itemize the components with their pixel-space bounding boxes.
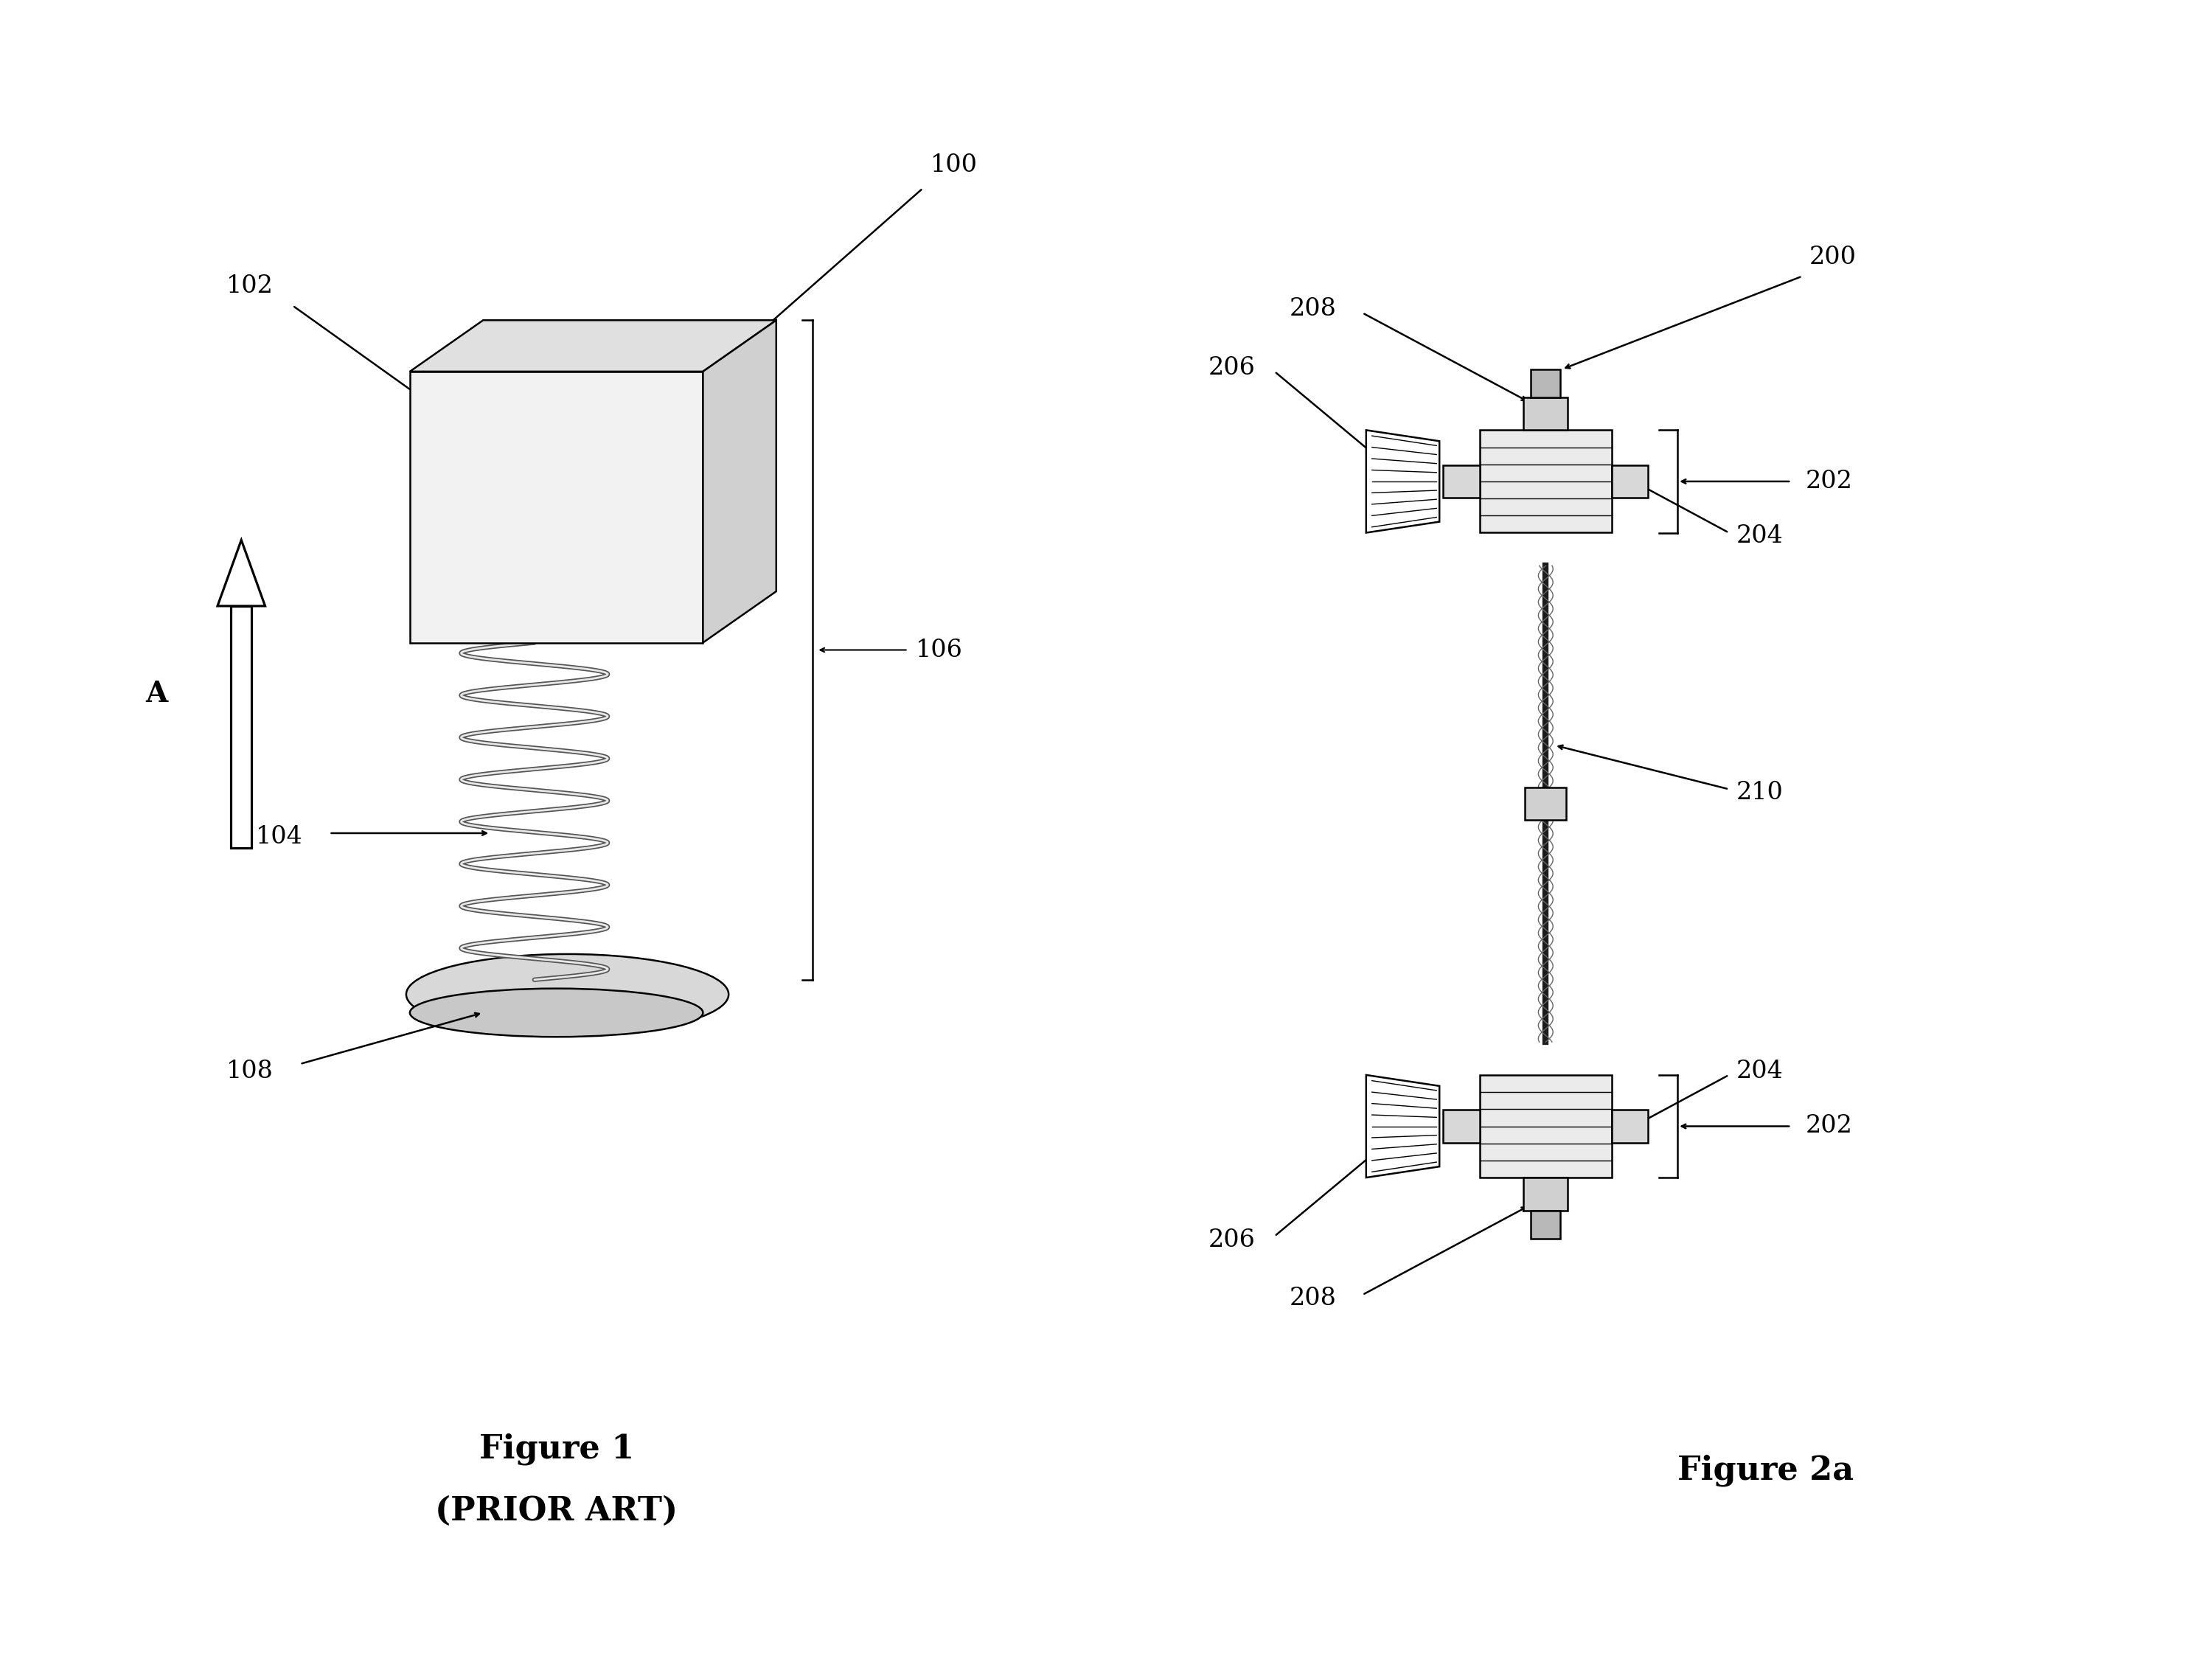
- Bar: [1524, 1178, 1568, 1211]
- Bar: [1531, 370, 1559, 397]
- Text: 204: 204: [1736, 524, 1783, 547]
- Bar: [1442, 1110, 1480, 1143]
- Bar: [1480, 1075, 1613, 1178]
- Text: A: A: [146, 680, 168, 708]
- Text: 102: 102: [226, 275, 274, 299]
- Polygon shape: [230, 606, 252, 848]
- Bar: [1524, 788, 1566, 820]
- Text: 206: 206: [1208, 1228, 1256, 1251]
- Text: 104: 104: [257, 825, 303, 849]
- Text: 202: 202: [1805, 1115, 1854, 1138]
- Bar: [1442, 465, 1480, 498]
- Text: 108: 108: [226, 1060, 274, 1083]
- Text: Figure 1: Figure 1: [480, 1433, 635, 1465]
- Bar: [1613, 465, 1648, 498]
- Polygon shape: [217, 541, 265, 606]
- Text: (PRIOR ART): (PRIOR ART): [436, 1495, 677, 1526]
- Polygon shape: [703, 320, 776, 642]
- Polygon shape: [409, 320, 776, 372]
- Ellipse shape: [409, 989, 703, 1037]
- Bar: [1531, 1211, 1559, 1238]
- Text: 202: 202: [1805, 469, 1854, 493]
- Bar: [1524, 397, 1568, 430]
- Polygon shape: [1367, 1075, 1440, 1178]
- Polygon shape: [409, 372, 703, 642]
- Text: Figure 2a: Figure 2a: [1677, 1455, 1854, 1486]
- Text: 200: 200: [1809, 246, 1856, 269]
- Text: 106: 106: [916, 639, 962, 662]
- Text: 100: 100: [929, 154, 978, 178]
- Text: 208: 208: [1290, 297, 1336, 322]
- Text: 210: 210: [1736, 781, 1783, 805]
- Polygon shape: [1367, 430, 1440, 533]
- Text: 208: 208: [1290, 1287, 1336, 1311]
- Ellipse shape: [407, 954, 728, 1035]
- Bar: [1480, 430, 1613, 533]
- Text: 204: 204: [1736, 1060, 1783, 1083]
- Text: 206: 206: [1208, 357, 1256, 380]
- Bar: [1613, 1110, 1648, 1143]
